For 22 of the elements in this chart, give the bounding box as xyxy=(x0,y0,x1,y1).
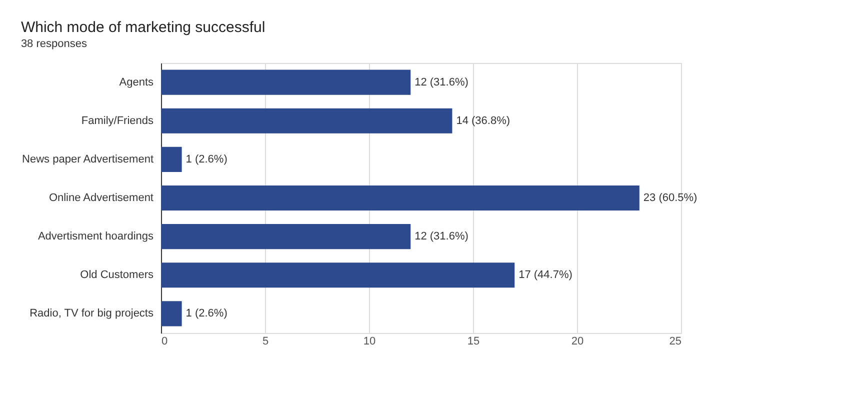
x-tick-label: 15 xyxy=(467,336,480,348)
data-label: 14 (36.8%) xyxy=(456,114,510,127)
x-tick-label: 10 xyxy=(363,336,376,348)
data-label: 1 (2.6%) xyxy=(186,153,228,166)
data-label: 17 (44.7%) xyxy=(518,269,572,282)
y-tick-label: News paper Advertisement xyxy=(22,153,154,166)
x-tick-label: 20 xyxy=(571,336,584,348)
y-tick-label: Agents xyxy=(119,76,154,88)
data-label: 12 (31.6%) xyxy=(414,76,468,88)
y-tick-label: Radio, TV for big projects xyxy=(30,308,154,320)
x-tick-label: 0 xyxy=(162,336,168,348)
y-tick-label: Family/Friends xyxy=(81,114,154,127)
y-tick-label: Online Advertisement xyxy=(48,192,154,204)
data-label: 12 (31.6%) xyxy=(414,230,468,243)
data-label: 23 (60.5%) xyxy=(643,192,698,204)
data-label: 1 (2.6%) xyxy=(186,308,228,320)
x-tick-label: 5 xyxy=(262,336,269,348)
x-tick-label: 25 xyxy=(669,336,682,348)
chart-title: Which mode of marketing successful xyxy=(20,19,266,36)
y-tick-label: Advertisment hoardings xyxy=(38,230,154,243)
text: 38 responses xyxy=(20,38,88,50)
y-tick-label: Old Customers xyxy=(80,269,154,282)
